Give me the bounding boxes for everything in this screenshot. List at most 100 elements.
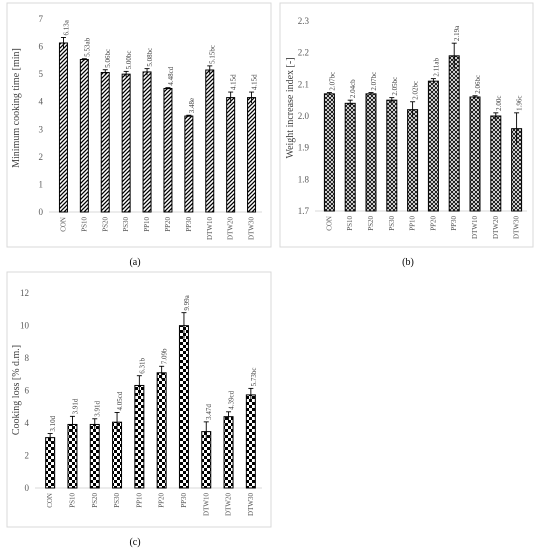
panel-b-data-label: 2.06bc <box>474 75 482 94</box>
panel-b-bar-ps20 <box>365 93 377 212</box>
panel-c-bar-dtw20 <box>223 416 234 489</box>
panel-a-data-label: 4.15d <box>230 74 238 90</box>
panel-c-bar-pp20 <box>156 372 167 489</box>
panel-c-bar-ps20 <box>89 423 100 489</box>
panel-c-data-label: 5.73bc <box>250 368 258 387</box>
panel-a-y-tick-label: 2 <box>39 152 44 162</box>
panel-a-data-label: 4.48cd <box>167 66 175 85</box>
panel-b-bar-dtw20 <box>490 115 502 212</box>
panel-a-bar-dtw30 <box>247 97 257 213</box>
panel-b-bar-ps10 <box>344 102 356 212</box>
panel-b-data-label: 2.19a <box>453 25 461 41</box>
panel-c: Cooking loss [% d.m.] 0 2 4 6 8 10 12 3.10d CON 3… <box>6 271 272 548</box>
panel-a-x-tick-label: PS20 <box>101 217 109 232</box>
panel-c-x-tick-label: PP10 <box>135 493 143 508</box>
panel-c-data-label: 4.39cd <box>228 390 236 409</box>
panel-b: Weight increase index [-] 1.7 1.8 1.9 2.0 2.… <box>279 2 534 268</box>
panel-b-y-tick-label: 1.7 <box>298 206 310 216</box>
panel-a-x-tick-label: PP10 <box>143 217 151 232</box>
panel-b-x-tick-label: PP10 <box>409 216 417 231</box>
panel-b-x-tick-label: PP30 <box>450 216 458 231</box>
panel-a-data-label: 5.06bc <box>104 49 112 68</box>
panel-a-bar-pp30 <box>184 115 194 213</box>
panel-c-y-tick-label: 2 <box>25 451 30 461</box>
panel-b-y-tick-label: 1.9 <box>298 143 310 153</box>
panel-c-plot: 0 2 4 6 8 10 12 3.10d CON 3.91d PS10 3.91d PS20 4.05c… <box>20 288 262 516</box>
panel-b-bar-dtw10 <box>469 96 481 212</box>
panel-b-y-tick-label: 2.3 <box>298 16 310 26</box>
panel-b-x-tick-label: PS10 <box>346 216 354 231</box>
panel-a-bar-pp20 <box>163 87 173 213</box>
panel-b-label: (b) <box>402 257 414 268</box>
panel-c-y-tick-label: 0 <box>25 483 30 493</box>
panel-c-data-label: 4.05cd <box>116 391 124 410</box>
panel-c-label: (c) <box>129 537 140 548</box>
panel-a-y-axis-label: Minimum cooking time [min] <box>11 48 22 168</box>
panel-a-data-label: 5.53ab <box>83 37 91 56</box>
panel-a-x-tick-label: DTW10 <box>206 217 214 240</box>
panel-a-data-label: 5.15bc <box>209 45 217 64</box>
panel-c-data-label: 7.09b <box>161 348 169 364</box>
panel-a-bar-dtw10 <box>205 69 215 213</box>
panel-a-y-tick-label: 0 <box>39 207 44 217</box>
panel-c-x-tick-label: PS30 <box>113 493 121 508</box>
panel-c-y-tick-label: 12 <box>20 288 29 298</box>
panel-a-bar-ps20 <box>100 71 110 213</box>
panel-c-data-label: 9.99a <box>183 294 191 310</box>
panel-b-data-label: 2.11ab <box>432 58 440 77</box>
panel-a-bar-con <box>58 42 68 213</box>
panel-c-data-label: 3.91d <box>94 401 102 417</box>
panel-b-bar-ps30 <box>386 99 398 212</box>
panel-c-x-tick-label: PP30 <box>180 493 188 508</box>
panel-a-y-tick-label: 7 <box>39 14 44 24</box>
panel-b-plot: 1.7 1.8 1.9 2.0 2.1 2.2 2.3 2.07bc CON 2.04cb PS10… <box>298 16 527 239</box>
panel-b-x-tick-label: DTW20 <box>492 216 500 239</box>
panel-c-bar-pp30 <box>178 325 189 489</box>
panel-b-data-label: 2.07bc <box>328 72 336 91</box>
panel-b-data-label: 2.05bc <box>391 77 399 96</box>
panel-b-y-axis-label: Weight increase index [-] <box>285 57 296 158</box>
panel-a-y-tick-label: 1 <box>39 179 44 189</box>
panel-b-x-tick-label: DTW10 <box>471 216 479 239</box>
panel-c-data-label: 3.10d <box>49 415 57 431</box>
panel-a-y-tick-label: 6 <box>39 42 44 52</box>
panel-a-x-tick-label: PP30 <box>185 217 193 232</box>
panel-a-plot: 0 1 2 3 4 5 6 7 6.13a CON 5.53ab PS10 5.06bc PS20 5.00… <box>39 14 262 240</box>
panel-b-y-tick-label: 2.0 <box>298 111 310 121</box>
panel-c-data-label: 3.47d <box>205 404 213 420</box>
panel-a-data-label: 5.08bc <box>146 48 154 67</box>
panel-a-data-label: 5.00bc <box>125 51 133 70</box>
panel-c-data-label: 6.31b <box>138 357 146 373</box>
panel-b-x-tick-label: DTW30 <box>513 216 521 239</box>
panel-b-x-tick-label: CON <box>325 216 333 231</box>
panel-c-x-tick-label: CON <box>46 493 54 508</box>
panel-c-y-tick-label: 8 <box>25 353 30 363</box>
panel-c-bar-pp10 <box>134 384 145 489</box>
panel-a-data-label: 6.13a <box>62 19 70 35</box>
panel-c-x-tick-label: DTW20 <box>225 493 233 516</box>
panel-b-bar-pp10 <box>407 109 419 212</box>
panel-b-data-label: 2.04cb <box>349 79 357 98</box>
panel-a-x-tick-label: DTW30 <box>248 217 256 240</box>
panel-c-data-label: 3.91d <box>71 398 79 414</box>
panel-a-y-tick-label: 3 <box>39 124 44 134</box>
panel-c-x-tick-label: DTW30 <box>247 493 255 516</box>
panel-b-bar-con <box>323 93 335 212</box>
panel-a-x-tick-label: CON <box>59 217 67 232</box>
panel-b-x-tick-label: PS30 <box>388 216 396 231</box>
panel-b-x-tick-label: PS20 <box>367 216 375 231</box>
panel-b-data-label: 2.07bc <box>370 72 378 91</box>
panel-a-bar-dtw20 <box>226 97 236 213</box>
panel-a: Minimum cooking time [min] 0 1 2 3 4 5 6 7 6.13a… <box>6 2 272 268</box>
panel-a-x-tick-label: DTW20 <box>227 217 235 240</box>
panel-a-bar-ps10 <box>79 59 89 213</box>
panel-b-data-label: 2.02bc <box>412 81 420 100</box>
panel-c-y-axis-label: Cooking loss [% d.m.] <box>11 345 22 435</box>
panel-c-x-tick-label: PS20 <box>91 493 99 508</box>
panel-b-bar-pp30 <box>448 55 460 212</box>
panel-a-x-tick-label: PS10 <box>80 217 88 232</box>
panel-a-x-tick-label: PP20 <box>164 217 172 232</box>
panel-c-bar-ps30 <box>112 421 123 489</box>
panel-a-label: (a) <box>129 257 140 268</box>
